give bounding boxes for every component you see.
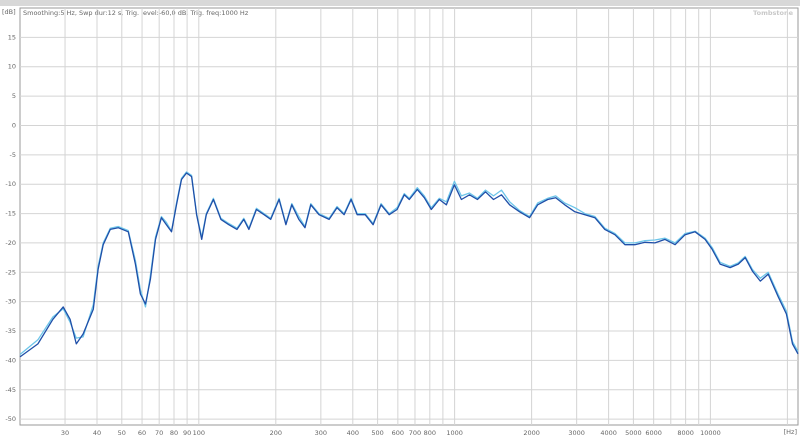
y-tick-label: 0 bbox=[12, 121, 16, 129]
x-tick-label: 100 bbox=[193, 429, 205, 437]
y-tick-label: 10 bbox=[8, 63, 16, 71]
subtitle: Smoothing:5 Hz, Swp dur:12 s, Trig. leve… bbox=[23, 9, 249, 17]
x-tick-label: 200 bbox=[270, 429, 282, 437]
x-tick-label: 3000 bbox=[568, 429, 585, 437]
x-tick-label: 500 bbox=[371, 429, 383, 437]
y-tick-label: -5 bbox=[10, 151, 16, 159]
y-tick-label: 5 bbox=[12, 92, 16, 100]
x-tick-label: 1000 bbox=[446, 429, 463, 437]
y-tick-label: -20 bbox=[5, 239, 16, 247]
x-tick-label: 70 bbox=[155, 429, 163, 437]
x-tick-label: 600 bbox=[392, 429, 404, 437]
y-tick-label: -25 bbox=[5, 268, 16, 276]
x-tick-label: 80 bbox=[170, 429, 178, 437]
x-tick-label: 300 bbox=[315, 429, 327, 437]
watermark: Tombstone bbox=[753, 9, 794, 17]
toolbar-strip bbox=[0, 0, 800, 6]
x-tick-label: 8000 bbox=[677, 429, 694, 437]
x-tick-label: 10000 bbox=[700, 429, 721, 437]
y-tick-label: -35 bbox=[5, 327, 16, 335]
y-tick-label: -30 bbox=[5, 298, 16, 306]
x-tick-label: 4000 bbox=[600, 429, 617, 437]
y-tick-label: -10 bbox=[5, 180, 16, 188]
series-line bbox=[19, 172, 799, 358]
x-tick-label: 40 bbox=[93, 429, 101, 437]
x-tick-label: 700 bbox=[409, 429, 421, 437]
x-axis-label: [Hz] bbox=[784, 428, 797, 436]
x-tick-label: 2000 bbox=[523, 429, 540, 437]
x-tick-label: 400 bbox=[347, 429, 359, 437]
y-tick-label: -45 bbox=[5, 386, 16, 394]
y-axis-label: [dB] bbox=[2, 8, 16, 16]
y-tick-label: -50 bbox=[5, 415, 16, 423]
x-tick-label: 30 bbox=[61, 429, 69, 437]
x-tick-label: 6000 bbox=[645, 429, 662, 437]
x-tick-label: 90 bbox=[183, 429, 191, 437]
y-tick-label: -40 bbox=[5, 356, 16, 364]
x-tick-label: 50 bbox=[118, 429, 126, 437]
x-tick-label: 800 bbox=[424, 429, 436, 437]
x-tick-label: 5000 bbox=[625, 429, 642, 437]
y-tick-label: -15 bbox=[5, 210, 16, 218]
y-tick-label: 15 bbox=[8, 33, 16, 41]
x-tick-label: 60 bbox=[138, 429, 146, 437]
plot-area bbox=[19, 7, 799, 426]
